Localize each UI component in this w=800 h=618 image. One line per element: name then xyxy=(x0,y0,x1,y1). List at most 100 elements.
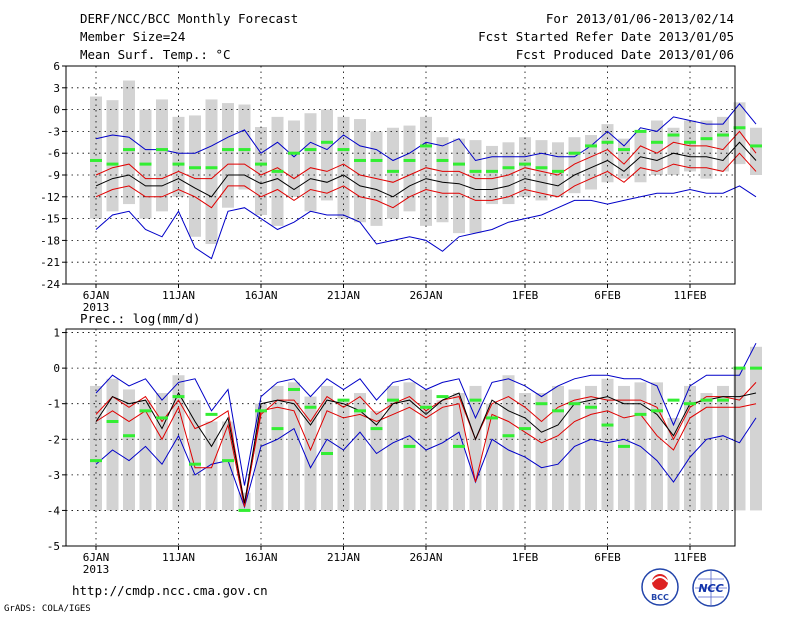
y-tick-label: -1 xyxy=(47,398,60,411)
y-tick-label: -2 xyxy=(47,433,60,446)
median-marker xyxy=(354,158,366,162)
median-marker xyxy=(354,409,366,413)
median-marker xyxy=(420,405,432,409)
range-box xyxy=(717,385,729,511)
median-marker xyxy=(552,169,564,173)
start-refer-date: Fcst Started Refer Date 2013/01/05 xyxy=(478,29,734,44)
median-marker xyxy=(618,148,630,152)
series-inner-lower xyxy=(95,152,757,209)
range-box xyxy=(271,385,284,511)
bcc-logo: BCC xyxy=(641,568,679,606)
range-box xyxy=(568,389,581,511)
x-tick-label: 6FEB xyxy=(594,289,621,302)
bcc-logo-text: BCC xyxy=(651,593,669,602)
range-box xyxy=(717,116,729,172)
range-box xyxy=(238,104,251,190)
grads-credit: GrADS: COLA/IGES xyxy=(4,604,91,614)
range-box xyxy=(172,116,185,197)
range-box xyxy=(552,142,564,197)
median-marker xyxy=(486,416,498,420)
range-box xyxy=(337,400,350,511)
range-box xyxy=(733,368,746,511)
median-marker xyxy=(502,166,515,170)
y-tick-label: -4 xyxy=(47,504,61,517)
median-marker xyxy=(106,162,119,166)
median-marker xyxy=(618,444,630,448)
precip-label: Prec.: log(mm/d) xyxy=(80,311,201,326)
median-marker xyxy=(172,395,185,399)
variable-label: Mean Surf. Temp.: °C xyxy=(80,47,231,62)
range-box xyxy=(205,421,218,511)
range-box xyxy=(601,124,614,183)
median-marker xyxy=(750,144,762,148)
median-marker xyxy=(387,169,399,173)
range-box xyxy=(123,80,135,205)
range-box xyxy=(222,421,234,511)
x-tick-label: 11FEB xyxy=(673,551,706,564)
series-mean xyxy=(95,141,757,198)
series-outer-upper xyxy=(95,342,757,486)
median-marker xyxy=(337,148,350,152)
median-marker xyxy=(568,151,581,155)
y-tick-label: 1 xyxy=(53,327,60,340)
range-box xyxy=(568,137,581,194)
range-box xyxy=(321,109,333,201)
median-marker xyxy=(90,158,102,162)
source-url[interactable]: http://cmdp.ncc.cma.gov.cn xyxy=(72,583,268,598)
median-marker xyxy=(535,166,548,170)
plot-frame xyxy=(65,328,736,547)
range-box xyxy=(733,102,746,165)
range-box xyxy=(156,99,168,212)
range-box xyxy=(618,385,630,511)
range-box xyxy=(387,385,399,511)
median-marker xyxy=(271,427,284,431)
range-box xyxy=(535,140,548,201)
median-marker xyxy=(469,398,482,402)
median-marker xyxy=(684,402,696,406)
series-inner-upper xyxy=(95,382,757,504)
range-box xyxy=(436,137,449,223)
median-marker xyxy=(123,148,135,152)
x-tick-label: 6FEB xyxy=(594,551,621,564)
median-marker xyxy=(288,387,300,391)
range-box xyxy=(321,385,333,511)
range-box xyxy=(304,113,317,212)
range-box xyxy=(700,393,713,511)
median-marker xyxy=(453,162,465,166)
median-marker xyxy=(238,508,251,512)
range-box xyxy=(354,393,366,511)
range-box xyxy=(651,382,663,511)
median-marker xyxy=(403,158,416,162)
y-tick-label: -3 xyxy=(47,469,60,482)
range-box xyxy=(519,393,531,511)
median-marker xyxy=(667,133,680,137)
y-tick-label: 0 xyxy=(53,104,60,117)
range-box xyxy=(453,138,465,234)
range-box xyxy=(519,137,531,197)
median-marker xyxy=(205,412,218,416)
median-marker xyxy=(156,148,168,152)
y-tick-label: 0 xyxy=(53,362,60,375)
median-marker xyxy=(90,459,102,463)
range-box xyxy=(700,120,713,179)
range-box xyxy=(486,403,498,511)
y-tick-label: -5 xyxy=(47,540,60,553)
median-marker xyxy=(552,409,564,413)
chart-title: DERF/NCC/BCC Monthly Forecast xyxy=(80,11,299,26)
y-tick-label: -6 xyxy=(47,147,60,160)
range-box xyxy=(750,346,762,511)
median-marker xyxy=(106,419,119,423)
x-tick-year: 2013 xyxy=(83,301,110,314)
member-size-label: Member Size=24 xyxy=(80,29,186,44)
median-marker xyxy=(156,416,168,420)
y-tick-label: -3 xyxy=(47,125,60,138)
range-box xyxy=(453,393,465,511)
median-marker xyxy=(519,427,531,431)
range-box xyxy=(502,142,515,205)
median-marker xyxy=(436,395,449,399)
range-box xyxy=(90,96,102,219)
median-marker xyxy=(651,409,663,413)
median-marker xyxy=(733,126,746,130)
median-marker xyxy=(436,158,449,162)
